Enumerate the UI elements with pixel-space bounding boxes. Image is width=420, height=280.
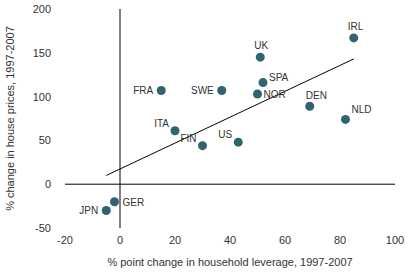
x-tick-label: 80 [334, 234, 346, 246]
x-tick-label: -20 [57, 234, 73, 246]
y-tick-label: 100 [33, 91, 51, 103]
x-axis-title: % point change in household leverage, 19… [107, 256, 352, 268]
x-tick-label: 20 [169, 234, 181, 246]
point [305, 102, 314, 111]
point [217, 86, 226, 95]
y-tick-label: 0 [45, 178, 51, 190]
x-tick-label: 100 [386, 234, 404, 246]
point [259, 78, 268, 87]
y-tick-label: 50 [39, 134, 51, 146]
point [198, 141, 207, 150]
y-tick-label: -50 [35, 222, 51, 234]
point [341, 115, 350, 124]
plot-area [102, 33, 359, 215]
point-label: IRL [348, 21, 364, 32]
x-tick-label: 0 [117, 234, 123, 246]
point-label: SWE [191, 85, 214, 96]
trend-line [106, 59, 354, 176]
x-axis-line [65, 184, 395, 185]
point-label: DEN [306, 90, 327, 101]
point [157, 86, 166, 95]
y-axis-title: % change in house prices, 1997-2007 [4, 26, 16, 211]
point-label: GER [123, 197, 145, 208]
point [253, 89, 262, 98]
point-label: UK [254, 40, 268, 51]
y-tick-label: 200 [33, 3, 51, 15]
point [110, 197, 119, 206]
chart: -50 0 50 100 150 200 -20 0 20 40 60 80 100 % point ch… [0, 0, 420, 280]
point-label: JPN [79, 205, 98, 216]
y-tick-label: 150 [33, 47, 51, 59]
point [256, 53, 265, 62]
point-label: NLD [352, 104, 372, 115]
point-label: SPA [269, 72, 289, 83]
point-label: FIN [180, 133, 196, 144]
point [234, 138, 243, 147]
point-label: NOR [264, 89, 286, 100]
y-axis-line [120, 9, 121, 228]
x-tick-label: 60 [279, 234, 291, 246]
point-label: FRA [133, 85, 153, 96]
x-tick-label: 40 [224, 234, 236, 246]
point [349, 33, 358, 42]
point-label: US [218, 129, 232, 140]
point-label: ITA [154, 118, 169, 129]
point [102, 206, 111, 215]
point [171, 126, 180, 135]
